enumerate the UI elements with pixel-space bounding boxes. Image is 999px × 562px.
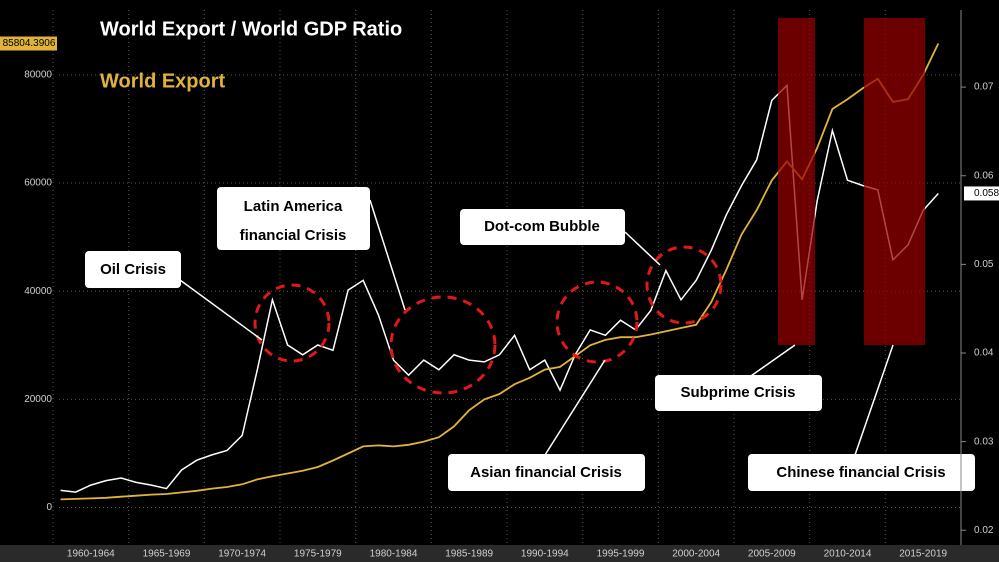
- crisis-shading: [778, 18, 925, 345]
- x-tick-label: 1980-1984: [370, 549, 418, 560]
- x-axis-band: [0, 545, 999, 562]
- annotation: financial Crisis: [240, 227, 347, 244]
- legend-entry: World Export / World GDP Ratio: [100, 18, 402, 40]
- x-tick-label: 1970-1974: [218, 549, 266, 560]
- x-tick-label: 2015-2019: [899, 549, 947, 560]
- y2-tick-label: 0.07: [974, 82, 994, 93]
- x-tick-label: 1965-1969: [143, 549, 191, 560]
- dotcom-circle: [645, 245, 723, 325]
- x-tick-label: 2010-2014: [824, 549, 872, 560]
- y-tick-label: 40000: [24, 286, 52, 297]
- y-tick-label: 20000: [24, 394, 52, 405]
- last-value-label: 85804.3906: [3, 38, 56, 49]
- subprime-shade: [778, 18, 815, 345]
- callout-line: [369, 199, 406, 311]
- y-tick-label: 60000: [24, 178, 52, 189]
- callout-box: [448, 454, 645, 491]
- y2-tick-label: 0.02: [974, 525, 994, 536]
- last-value-tag: [0, 36, 57, 51]
- legend-entry: World Export: [100, 70, 226, 92]
- callout-line: [624, 231, 661, 266]
- annotation: Chinese financial Crisis: [776, 464, 945, 481]
- callout-box: [85, 251, 181, 288]
- oil-circle: [253, 283, 331, 363]
- y2-tick-label: 0.06: [974, 170, 994, 181]
- y2-tick-label: 0.05: [974, 259, 994, 270]
- last-value-tag: [964, 186, 999, 201]
- annotation: Latin America: [244, 198, 343, 215]
- callout-box: [655, 375, 822, 411]
- annotation: Oil Crisis: [100, 261, 166, 278]
- callout-boxes: [85, 187, 975, 491]
- callout-line: [544, 359, 606, 456]
- y2-tick-label: 0.04: [974, 348, 994, 359]
- callout-line: [747, 344, 796, 379]
- callout-lines: [179, 199, 894, 456]
- x-tick-label: 1960-1964: [67, 549, 115, 560]
- callout-line: [179, 279, 263, 341]
- x-tick-label: 2005-2009: [748, 549, 796, 560]
- callout-box: [460, 209, 625, 245]
- annotation: Dot-com Bubble: [484, 218, 600, 235]
- x-tick-label: 2000-2004: [672, 549, 720, 560]
- callout-line: [854, 344, 894, 456]
- annotation: Asian financial Crisis: [470, 464, 622, 481]
- y2-tick-label: 0.03: [974, 436, 994, 447]
- x-tick-label: 1975-1979: [294, 549, 342, 560]
- chinese-shade: [864, 18, 925, 345]
- callout-box: [748, 454, 975, 491]
- callout-texts: Oil Crisis Latin America financial Crisi…: [100, 198, 946, 481]
- y-tick-label: 0: [46, 502, 52, 513]
- x-tick-label: 1990-1994: [521, 549, 569, 560]
- callout-box: [217, 187, 370, 250]
- x-tick-label: 1995-1999: [597, 549, 645, 560]
- annotation: Subprime Crisis: [680, 384, 795, 401]
- x-tick-label: 1985-1989: [445, 549, 493, 560]
- y-tick-label: 80000: [24, 70, 52, 81]
- asian-circle: [555, 280, 639, 364]
- axes: 0 20000 40000 60000 80000 0.02 0.03 0.04 0.05 0.0…: [0, 36, 999, 560]
- crisis-circles: [253, 245, 723, 395]
- last-value-label: 0.058: [974, 188, 999, 199]
- latam-circle: [389, 295, 497, 395]
